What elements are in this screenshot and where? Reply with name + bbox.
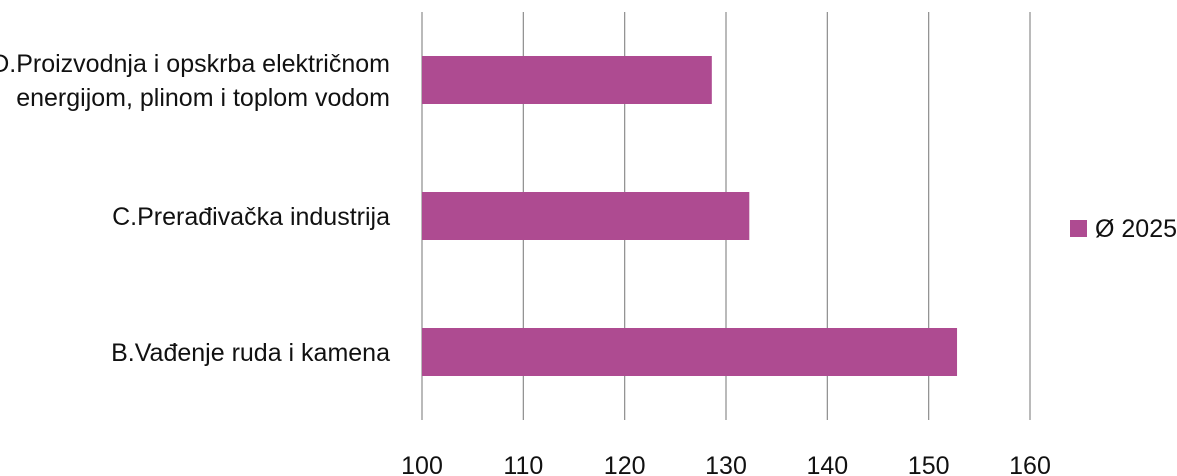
x-tick-label-120: 120: [604, 452, 646, 476]
x-tick-label-100: 100: [401, 452, 443, 476]
x-tick-label-140: 140: [806, 452, 848, 476]
category-label-line: energijom, plinom i toplom vodom: [16, 84, 390, 112]
category-label-3: B.Vađenje ruda i kamena: [111, 339, 390, 367]
bars: [422, 56, 958, 376]
legend: Ø 2025.: [1070, 215, 1177, 243]
category-label-2: C.Prerađivačka industrija: [112, 203, 390, 231]
category-labels: D.Proizvodnja i opskrba električnom energ…: [0, 50, 390, 367]
category-label-1: D.Proizvodnja i opskrba električnom energ…: [0, 50, 390, 112]
bar-2: [422, 192, 750, 240]
x-tick-label-110: 110: [503, 452, 543, 476]
x-axis-tick-labels: 100 110 120 130 140 150 160: [401, 452, 1051, 476]
category-label-line: C.Prerađivačka industrija: [112, 203, 390, 231]
x-tick-label-130: 130: [705, 452, 747, 476]
category-label-line: D.Proizvodnja i opskrba električnom: [0, 50, 390, 78]
bar-1: [422, 56, 712, 104]
bar-3: [422, 328, 958, 376]
legend-swatch: [1070, 220, 1087, 237]
category-label-line: B.Vađenje ruda i kamena: [111, 339, 390, 367]
x-tick-label-150: 150: [908, 452, 950, 476]
x-tick-label-160: 160: [1009, 452, 1051, 476]
legend-label: Ø 2025.: [1095, 215, 1177, 243]
